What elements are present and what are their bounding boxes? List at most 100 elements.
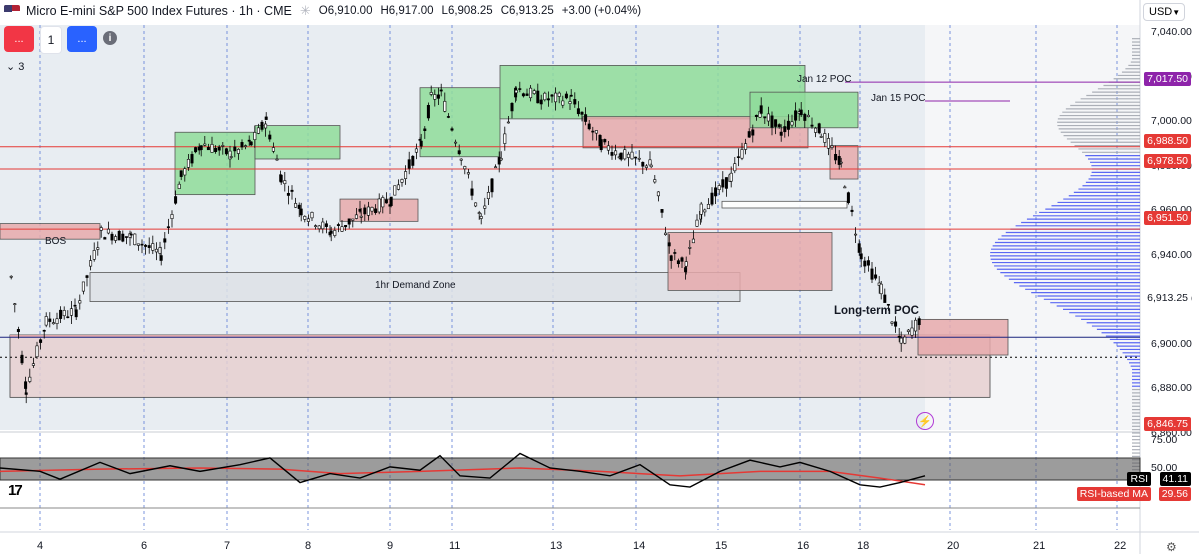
candle	[514, 89, 518, 94]
candle	[667, 242, 671, 247]
candle	[684, 261, 688, 267]
candle	[870, 268, 874, 280]
candle	[536, 90, 540, 104]
candle	[260, 121, 264, 130]
time-tick: 6	[141, 540, 148, 552]
candle	[594, 130, 598, 134]
candle	[436, 94, 440, 99]
candle	[377, 198, 381, 213]
settings-icon[interactable]: ✳	[299, 3, 311, 18]
candle	[906, 329, 910, 332]
price-tick: 6,880.00	[1151, 382, 1192, 395]
candle	[217, 146, 221, 151]
candle	[736, 156, 740, 158]
candle	[717, 185, 721, 190]
candle	[710, 192, 714, 205]
candle	[404, 171, 408, 179]
candle	[51, 322, 55, 325]
candle	[336, 224, 340, 226]
candle	[136, 243, 140, 246]
candle	[144, 244, 148, 247]
green-zone-7b	[254, 125, 341, 160]
supply-zone-15b	[667, 232, 833, 291]
candle	[154, 248, 158, 253]
candle	[834, 154, 838, 161]
currency-label: USD	[1149, 6, 1173, 18]
sell-button[interactable]: ...	[4, 26, 34, 52]
rsi-tick-75: 75.00	[1151, 434, 1178, 446]
quantity-field[interactable]: 1	[40, 26, 62, 54]
candle	[803, 113, 807, 121]
symbol-title[interactable]: Micro E-mini S&P 500 Index Futures · 1h …	[26, 4, 292, 18]
bos-label: BOS	[45, 236, 67, 247]
candle	[20, 354, 24, 364]
settings-gear-icon[interactable]: ⚙	[1166, 540, 1177, 554]
long-term-demand-zone	[9, 334, 991, 398]
candle	[751, 129, 755, 136]
candle	[78, 300, 82, 304]
info-icon[interactable]: i	[103, 31, 117, 45]
candle	[147, 245, 151, 248]
candle	[837, 156, 841, 165]
candle	[525, 93, 529, 96]
candle	[766, 113, 770, 122]
candle	[297, 204, 301, 209]
indicators-collapse[interactable]: ⌄ 3	[6, 60, 24, 73]
candle	[623, 149, 627, 160]
jan15-poc-label: Jan 15 POC	[871, 93, 926, 104]
gray-small-box	[721, 200, 848, 209]
candle	[179, 170, 183, 177]
price-tick: 7,000.00	[1151, 115, 1192, 128]
candle	[660, 209, 664, 213]
candle	[306, 218, 310, 222]
candle	[66, 316, 70, 319]
candle	[823, 133, 827, 143]
candle	[359, 215, 363, 218]
candle	[450, 128, 454, 131]
candle	[649, 164, 653, 168]
candle	[35, 345, 39, 358]
time-tick: 20	[947, 540, 960, 552]
currency-select[interactable]: USD ▼	[1143, 3, 1185, 21]
buy-button[interactable]: ...	[67, 26, 97, 52]
candle	[457, 150, 461, 155]
lightning-icon[interactable]: ⚡	[916, 412, 934, 430]
candle	[268, 134, 272, 140]
candle	[117, 230, 121, 241]
candle	[286, 192, 290, 196]
rsi-value: 41.11	[1159, 472, 1191, 486]
candle	[539, 99, 543, 105]
candle	[656, 191, 660, 197]
candle	[747, 131, 751, 138]
candle	[133, 233, 137, 246]
candle	[890, 321, 894, 324]
candle	[317, 225, 321, 230]
candle	[561, 100, 565, 106]
candle	[854, 233, 858, 236]
candle	[433, 94, 437, 100]
candle	[790, 121, 794, 126]
candle	[866, 260, 870, 266]
candle	[42, 329, 46, 332]
ohlc-close: C6,913.25	[500, 5, 554, 17]
candle	[381, 197, 385, 208]
candle	[599, 139, 603, 151]
candle	[499, 158, 503, 161]
candle	[903, 336, 907, 344]
candle	[210, 144, 214, 153]
candle	[74, 309, 78, 318]
candle	[140, 243, 144, 246]
price-tag-6978: 6,978.50	[1144, 154, 1191, 168]
candle	[830, 145, 834, 148]
candle	[479, 216, 483, 219]
candle	[62, 310, 66, 317]
candle	[407, 159, 411, 169]
candle	[256, 127, 260, 134]
candle	[275, 158, 279, 161]
price-tag-last: 6,913.25	[1144, 291, 1191, 305]
ohlc-change: +3.00 (+0.04%)	[561, 5, 642, 17]
candle	[714, 187, 718, 197]
ohlc-open: O6,910.00	[318, 5, 373, 17]
candle	[110, 233, 114, 241]
